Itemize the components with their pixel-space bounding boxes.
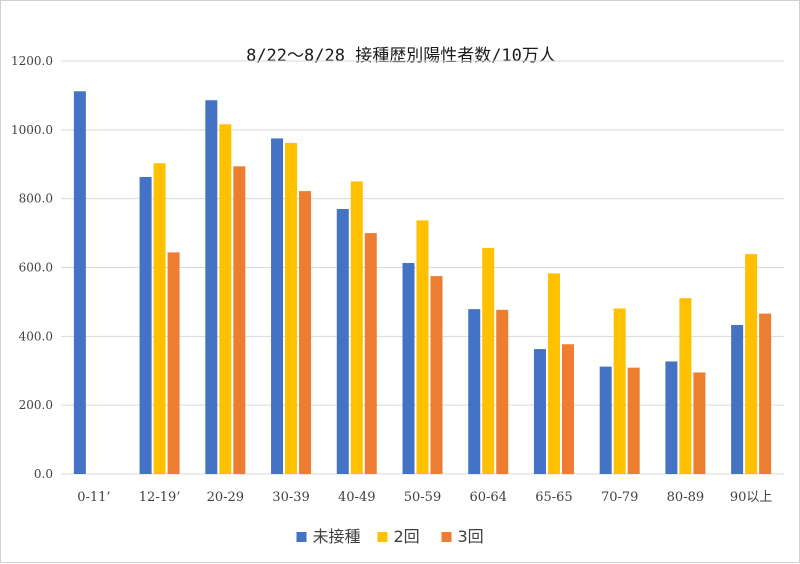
- bar: [430, 276, 443, 474]
- bar: [468, 309, 481, 474]
- bar: [482, 247, 495, 474]
- bar: [139, 176, 152, 474]
- legend-swatch: [296, 532, 307, 542]
- y-tick-label: 400.0: [19, 329, 53, 343]
- bar: [153, 163, 166, 474]
- bar: [285, 142, 298, 474]
- bar: [745, 254, 758, 474]
- bar: [693, 372, 706, 474]
- bar: [299, 191, 312, 474]
- x-category-label: 60-64: [469, 490, 506, 505]
- bar: [350, 181, 363, 475]
- x-category-label: 40-49: [338, 490, 375, 505]
- bar: [759, 313, 772, 474]
- bar: [547, 273, 560, 474]
- y-axis-ticks: 0.0 200.0 400.0 600.0 800.0 1000.0 1200.0: [11, 54, 53, 481]
- y-tick-label: 200.0: [19, 398, 53, 412]
- bar: [627, 367, 640, 474]
- bar: [364, 233, 377, 474]
- x-category-label: 0-11’: [77, 490, 110, 505]
- bar: [561, 344, 574, 474]
- x-category-label: 65-65: [535, 490, 572, 505]
- legend-swatch: [441, 532, 452, 542]
- y-tick-label: 1000.0: [11, 123, 53, 137]
- bar: [416, 220, 429, 474]
- bar: [271, 138, 284, 474]
- x-category-label: 70-79: [601, 490, 638, 505]
- bar: [665, 361, 678, 474]
- bar: [679, 298, 692, 474]
- bar: [731, 324, 744, 474]
- legend-label: 2回: [394, 527, 420, 546]
- x-category-label: 20-29: [207, 490, 244, 505]
- bar: [73, 91, 86, 474]
- legend-label: 未接種: [313, 527, 361, 546]
- x-category-label: 50-59: [404, 490, 441, 505]
- bar: [167, 252, 180, 474]
- legend-swatch: [377, 532, 388, 542]
- x-category-label: 30-39: [272, 490, 309, 505]
- bar: [336, 208, 349, 474]
- legend-label: 3回: [458, 527, 484, 546]
- legend: 未接種 2回 3回: [296, 527, 484, 546]
- bar: [599, 366, 612, 474]
- bar: [219, 124, 232, 475]
- chart-title: 8/22～8/28 接種歴別陽性者数/10万人: [246, 46, 556, 66]
- x-category-label: 90以上: [730, 490, 773, 505]
- bar: [613, 308, 626, 474]
- bars: [73, 91, 772, 475]
- y-tick-label: 0.0: [34, 467, 53, 481]
- y-tick-label: 800.0: [19, 192, 53, 206]
- bar: [533, 349, 546, 474]
- x-category-label: 80-89: [667, 490, 704, 505]
- x-category-label: 12-19’: [139, 490, 181, 505]
- bar: [402, 263, 415, 474]
- x-axis-labels: 0-11’ 12-19’ 20-29 30-39 40-49 50-59 60-64 65-6…: [77, 490, 772, 505]
- y-tick-label: 600.0: [19, 261, 53, 275]
- y-tick-label: 1200.0: [11, 54, 53, 68]
- bar: [205, 100, 218, 475]
- bar: [233, 166, 246, 474]
- bar: [496, 309, 509, 474]
